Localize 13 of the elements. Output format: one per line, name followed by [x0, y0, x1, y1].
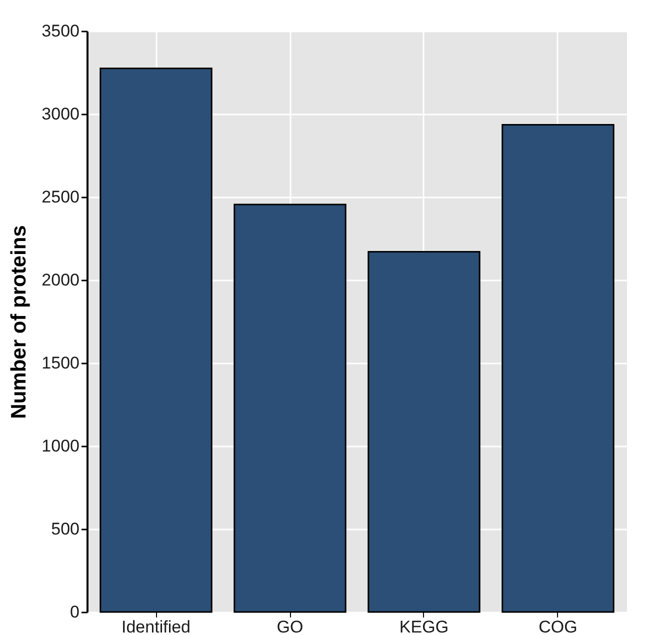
y-tick-label: 3500 — [42, 22, 80, 40]
y-tick-label: 0 — [70, 602, 80, 622]
x-tick-label: Identified — [122, 618, 191, 635]
y-axis-title: Number of proteins — [8, 225, 31, 419]
x-tick-label: COG — [538, 618, 578, 635]
y-tick-label: 1500 — [42, 354, 80, 372]
y-tick-label: 2500 — [42, 188, 80, 206]
x-tick-label: KEGG — [399, 618, 449, 635]
y-tick-label: 1000 — [42, 436, 80, 456]
x-tick-label: GO — [276, 618, 304, 635]
y-tick-label: 500 — [51, 520, 80, 538]
y-tick-label: 2000 — [42, 270, 80, 290]
y-tick-label: 3000 — [42, 104, 80, 124]
